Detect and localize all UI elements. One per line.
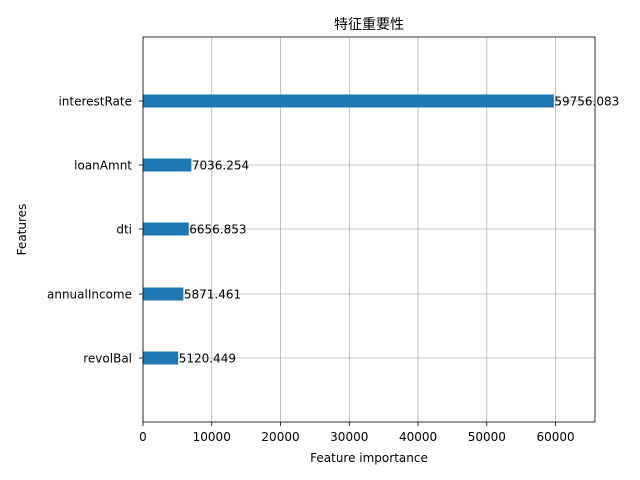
chart-title: 特征重要性 — [334, 17, 404, 33]
x-tick-label: 60000 — [536, 430, 574, 444]
bar-annualIncome — [143, 287, 184, 301]
y-tick-label: revolBal — [83, 352, 132, 366]
y-tick-label: interestRate — [58, 95, 132, 109]
bar-value-label: 5871.461 — [184, 288, 241, 302]
x-tick-label: 30000 — [330, 430, 368, 444]
bar-dti — [143, 222, 189, 236]
bar-value-label: 5120.449 — [179, 352, 236, 366]
x-axis-label: Feature importance — [310, 451, 428, 465]
bar-layer — [143, 94, 554, 365]
y-tick-label: annualIncome — [47, 288, 132, 302]
bar-value-label: 7036.254 — [192, 159, 249, 173]
data-label-layer: 59756.083 7036.254 6656.853 5871.461 5120.44… — [179, 95, 620, 366]
y-tick-label: dti — [116, 223, 132, 237]
x-tick-label: 20000 — [261, 430, 299, 444]
y-tick-label: loanAmnt — [74, 159, 132, 173]
plot-frame — [142, 36, 596, 423]
bar-value-label: 59756.083 — [554, 95, 619, 109]
bar-interestRate — [143, 94, 554, 108]
x-tick-label: 10000 — [193, 430, 231, 444]
bar-value-label: 6656.853 — [189, 223, 246, 237]
bar-revolBal — [143, 351, 179, 365]
y-axis-label: Features — [15, 204, 29, 256]
x-tick-label: 40000 — [399, 430, 437, 444]
bar-loanAmnt — [143, 158, 192, 172]
x-tick-label: 0 — [139, 430, 147, 444]
tick-layer: 0 10000 20000 30000 40000 50000 60000 interestR… — [47, 95, 575, 445]
x-tick-label: 50000 — [468, 430, 506, 444]
